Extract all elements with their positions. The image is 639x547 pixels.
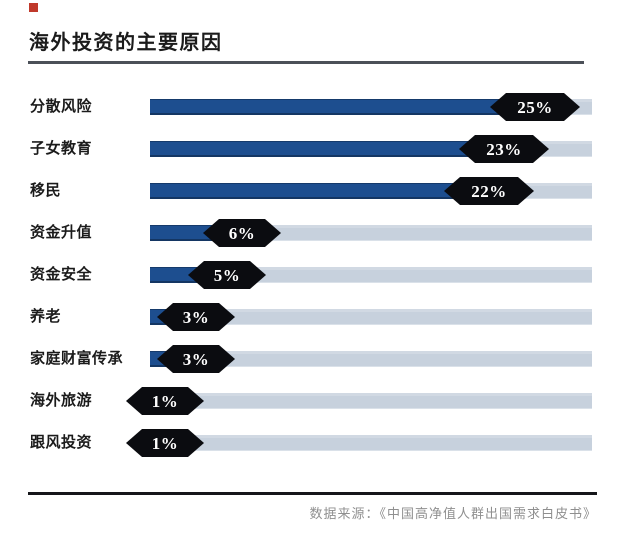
- value-badge: 5%: [188, 261, 266, 289]
- value-label: 23%: [486, 139, 522, 159]
- value-label: 1%: [151, 391, 179, 411]
- bar-row: 养老 3%: [0, 296, 639, 338]
- category-label: 资金安全: [30, 266, 93, 283]
- title-divider: [28, 61, 584, 64]
- value-label: 5%: [213, 265, 241, 285]
- value-label: 1%: [151, 433, 179, 453]
- bar-chart: 分散风险 25% 子女教育 23% 移民 22% 资金升值 6%: [0, 86, 639, 464]
- bar-row: 资金安全 5%: [0, 254, 639, 296]
- category-label: 资金升值: [30, 224, 93, 241]
- value-label: 25%: [517, 97, 553, 117]
- bar-fill: [150, 141, 504, 157]
- value-label: 22%: [471, 181, 507, 201]
- footer-divider: [28, 492, 597, 495]
- category-label: 跟风投资: [30, 434, 93, 451]
- category-label: 家庭财富传承: [30, 350, 124, 367]
- value-badge: 3%: [157, 303, 235, 331]
- bar-row: 海外旅游 1%: [0, 380, 639, 422]
- category-label: 子女教育: [30, 140, 93, 157]
- bar-row: 分散风险 25%: [0, 86, 639, 128]
- category-label: 分散风险: [30, 98, 93, 115]
- red-square-ornament: [29, 3, 38, 12]
- bar-track: [150, 435, 592, 451]
- bar-row: 家庭财富传承 3%: [0, 338, 639, 380]
- category-label: 移民: [30, 182, 62, 199]
- bar-row: 资金升值 6%: [0, 212, 639, 254]
- value-badge: 22%: [444, 177, 534, 205]
- bar-row: 子女教育 23%: [0, 128, 639, 170]
- value-badge: 23%: [459, 135, 549, 163]
- value-label: 3%: [182, 307, 210, 327]
- bar-row: 跟风投资 1%: [0, 422, 639, 464]
- value-label: 6%: [228, 223, 256, 243]
- bar-track: [150, 99, 592, 115]
- category-label: 海外旅游: [30, 392, 93, 409]
- bar-fill: [150, 99, 535, 115]
- chart-title: 海外投资的主要原因: [29, 32, 223, 54]
- value-badge: 25%: [490, 93, 580, 121]
- category-label: 养老: [30, 308, 62, 325]
- data-source-caption: 数据来源：《中国高净值人群出国需求白皮书》: [309, 506, 597, 521]
- value-badge: 1%: [126, 429, 204, 457]
- value-badge: 6%: [203, 219, 281, 247]
- bar-track: [150, 393, 592, 409]
- bar-fill: [150, 183, 489, 199]
- bar-row: 移民 22%: [0, 170, 639, 212]
- value-badge: 3%: [157, 345, 235, 373]
- value-badge: 1%: [126, 387, 204, 415]
- value-label: 3%: [182, 349, 210, 369]
